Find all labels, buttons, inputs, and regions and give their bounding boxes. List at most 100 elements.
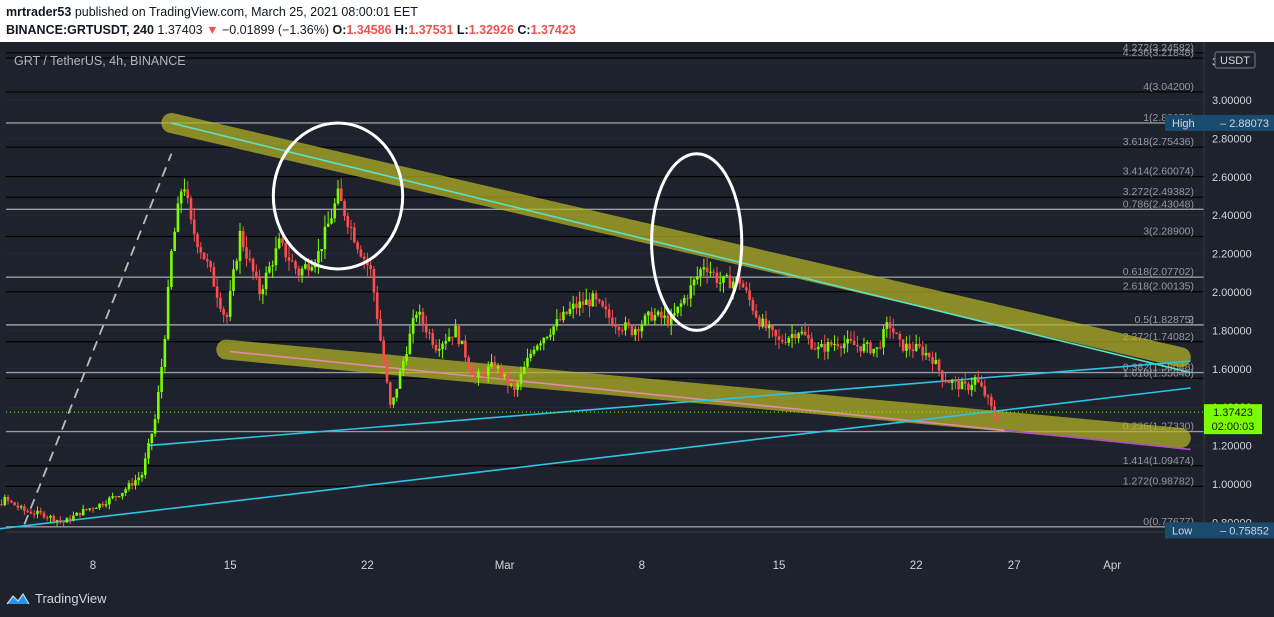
trendline-lower-descending[interactable]: [230, 350, 1005, 432]
candle-up: [166, 287, 170, 339]
candle-down: [745, 287, 748, 291]
candle-down: [114, 496, 118, 498]
trendline-upper-descending[interactable]: [171, 122, 1191, 374]
candle-up: [496, 366, 500, 369]
price-axis-label: 1.00000: [1212, 479, 1252, 491]
candle-up: [552, 326, 555, 335]
publisher-name[interactable]: mrtrader53: [6, 5, 72, 19]
candle-up: [934, 359, 938, 364]
candle-down: [738, 277, 742, 284]
candle-down: [937, 359, 941, 371]
candle-up: [310, 267, 314, 271]
symbol-info: BINANCE:GRTUSDT, 240 1.37403 ▼ −0.01899 …: [6, 23, 576, 37]
fib-level-label: 3(2.28900): [1143, 226, 1194, 238]
candle-up: [454, 325, 457, 338]
candle-up: [65, 518, 69, 523]
candle-down: [493, 362, 497, 369]
candle-up: [127, 483, 131, 490]
candle-down: [6, 496, 10, 501]
currency-button[interactable]: USDT: [1214, 51, 1256, 69]
candle-up: [643, 315, 647, 325]
candle-down: [219, 297, 222, 309]
candle-down: [911, 349, 915, 351]
fib-level-label: 1.272(0.98782): [1123, 475, 1194, 487]
candle-up: [591, 293, 595, 307]
candle-down: [996, 418, 1000, 420]
candle-up: [542, 338, 546, 344]
candle-up: [689, 285, 693, 299]
candle-down: [473, 374, 477, 378]
candle-down: [849, 338, 853, 341]
candle-down: [774, 329, 778, 337]
candle-down: [196, 234, 199, 248]
candle-down: [829, 342, 833, 345]
fib-level-label: 1.618(1.55048): [1123, 367, 1194, 379]
candle-up: [663, 315, 666, 318]
candle-down: [869, 342, 872, 354]
candle-down: [287, 257, 291, 261]
candle-up: [555, 319, 559, 327]
candle-down: [202, 252, 206, 260]
candle-down: [431, 333, 435, 345]
candle-down: [660, 311, 663, 318]
candle-up: [274, 248, 278, 266]
candle-up: [503, 373, 506, 377]
candle-down: [343, 201, 346, 217]
candle-up: [709, 271, 712, 273]
trendline-rising-support-1[interactable]: [147, 360, 1191, 447]
candle-down: [421, 311, 425, 324]
candle-down: [215, 286, 219, 298]
candle-down: [186, 189, 190, 199]
candle-up: [862, 343, 866, 352]
candle-down: [258, 276, 261, 295]
time-axis-label: Apr: [1103, 560, 1121, 572]
price-chart[interactable]: 4.272(3.24582)4.236(3.21848)4(3.04200)1(…: [0, 42, 1274, 582]
candle-down: [777, 336, 781, 340]
candle-down: [206, 259, 209, 262]
candle-down: [467, 357, 470, 367]
candle-down: [852, 340, 856, 346]
candle-down: [284, 242, 288, 258]
highlight-band: [161, 113, 1191, 368]
candle-up: [170, 250, 173, 288]
candle-up: [153, 419, 157, 434]
candle-down: [434, 344, 438, 351]
candle-up: [235, 261, 239, 270]
candle-down: [856, 345, 859, 347]
candle-up: [568, 308, 572, 314]
candle-up: [699, 269, 702, 277]
candle-up: [121, 492, 124, 497]
candle-up: [392, 397, 395, 405]
time-axis[interactable]: 8 15 22 Mar 8 15 22 27 Apr: [90, 560, 1122, 572]
candle-up: [447, 336, 451, 342]
time-axis-label: 27: [1008, 560, 1021, 572]
candle-up: [833, 344, 836, 346]
trendline-dashed-rally[interactable]: [23, 153, 173, 525]
candle-up: [268, 266, 271, 273]
candle-down: [892, 328, 895, 333]
tradingview-logo[interactable]: TradingView: [6, 591, 107, 606]
chart-title: GRT / TetherUS, 4h, BINANCE: [14, 54, 186, 68]
candle-up: [108, 497, 111, 505]
candle-down: [771, 325, 774, 330]
candle-up: [150, 433, 154, 444]
candle-up: [147, 443, 150, 459]
low-label: L:: [456, 23, 469, 37]
fib-level-label: 4.272(3.24582): [1123, 42, 1194, 54]
trendline-lower-descending-ext[interactable]: [1004, 429, 1191, 451]
price-tag-label: High: [1172, 118, 1195, 130]
open-label: O:: [332, 23, 347, 37]
candle-down: [29, 511, 33, 514]
trendline-rising-support-2[interactable]: [0, 387, 1191, 534]
candle-up: [405, 354, 408, 362]
candle-down: [10, 500, 13, 503]
candle-down: [565, 311, 568, 314]
candle-down: [957, 380, 960, 390]
candle-down: [901, 339, 905, 351]
candle-up: [535, 345, 539, 350]
candle-down: [42, 512, 46, 518]
price-tags: High – 2.88073 Low – 0.75852 1.37423 02:00:03: [1165, 114, 1274, 539]
open-value: 1.34586: [346, 23, 392, 37]
candle-up: [36, 510, 39, 515]
candle-down: [513, 384, 516, 390]
